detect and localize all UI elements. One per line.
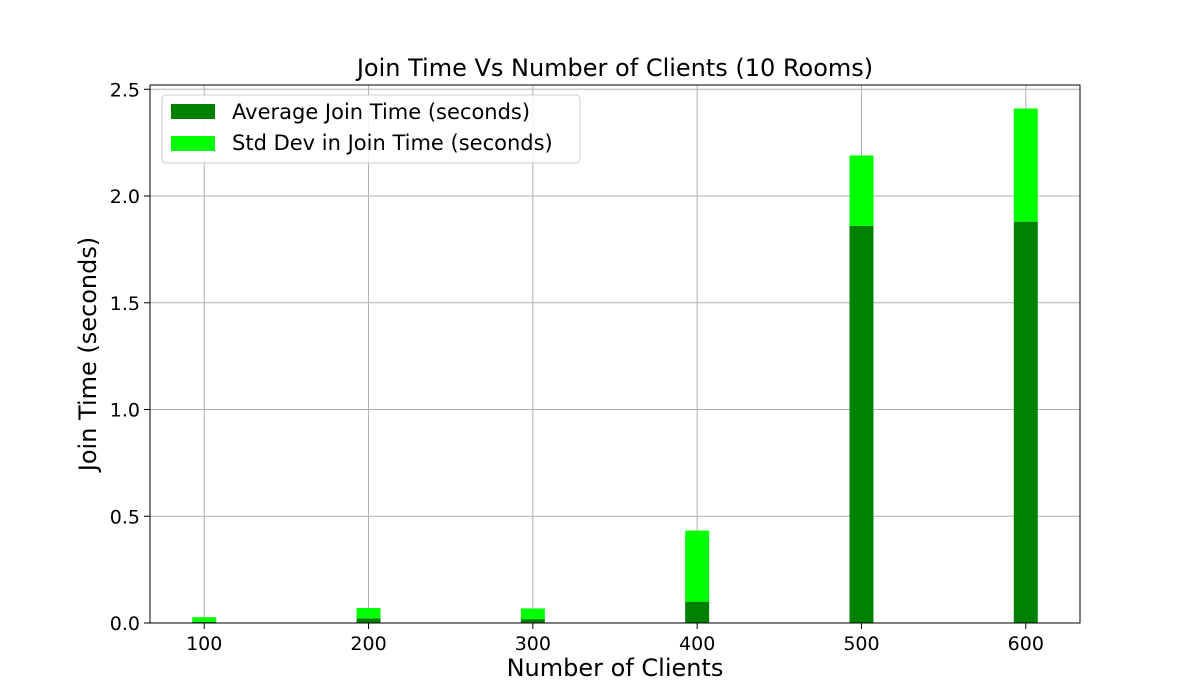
bar-stddev-100	[192, 617, 217, 622]
bar-average-200	[356, 618, 381, 623]
x-tick-label: 500	[843, 633, 879, 655]
legend-label-average: Average Join Time (seconds)	[232, 100, 530, 124]
x-axis-label: Number of Clients	[507, 654, 724, 682]
bar-stddev-400	[685, 530, 710, 602]
y-tick-label: 2.5	[110, 79, 140, 101]
bar-average-400	[685, 601, 710, 623]
legend-swatch-stddev	[171, 136, 215, 151]
legend-label-stddev: Std Dev in Join Time (seconds)	[232, 131, 553, 155]
y-axis: 0.0 0.5 1.0 1.5 2.0 2.5	[110, 79, 150, 635]
bar-average-600	[1013, 221, 1038, 623]
x-tick-label: 200	[350, 633, 386, 655]
bar-average-100	[192, 621, 217, 623]
bar-stddev-500	[849, 155, 874, 226]
x-axis: 100 200 300 400 500 600	[186, 623, 1044, 655]
y-tick-label: 1.5	[110, 293, 140, 315]
y-tick-label: 0.5	[110, 506, 140, 528]
legend-swatch-average	[171, 104, 215, 119]
bar-stddev-200	[356, 608, 381, 619]
legend-frame	[161, 94, 581, 164]
bar-stddev-300	[520, 608, 545, 620]
x-tick-label: 100	[186, 633, 222, 655]
x-tick-label: 400	[679, 633, 715, 655]
bar-average-500	[849, 225, 874, 623]
x-tick-label: 300	[515, 633, 551, 655]
bar-stddev-600	[1013, 108, 1038, 222]
grid	[150, 85, 1080, 624]
plot-frame	[149, 84, 1081, 624]
bar-average-300	[520, 619, 545, 623]
y-tick-label: 1.0	[110, 400, 140, 422]
chart-title: Join Time Vs Number of Clients (10 Rooms…	[355, 54, 873, 82]
x-tick-label: 600	[1008, 633, 1044, 655]
y-tick-label: 0.0	[110, 613, 140, 635]
y-tick-label: 2.0	[110, 186, 140, 208]
bars	[192, 108, 1038, 623]
legend: Average Join Time (seconds) Std Dev in J…	[161, 94, 581, 164]
y-axis-label: Join Time (seconds)	[74, 237, 102, 473]
